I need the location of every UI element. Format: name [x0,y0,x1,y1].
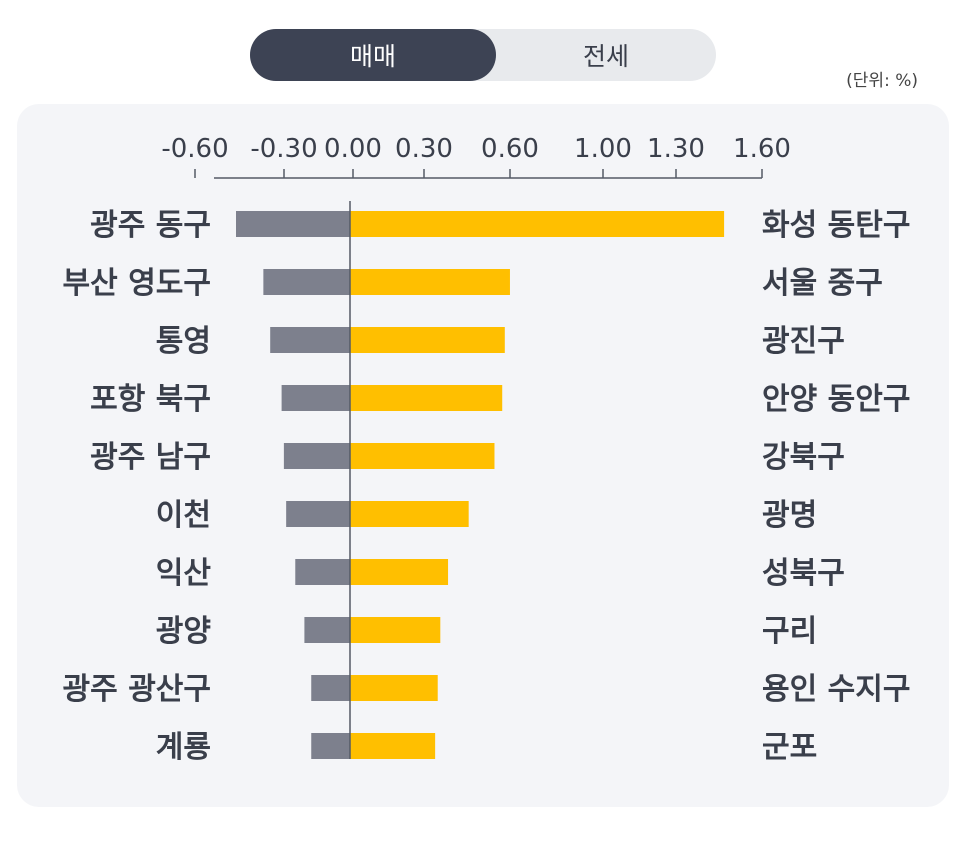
unit-label: (단위: %) [846,71,918,91]
bar-negative [236,211,350,237]
right-category-label: 광명 [762,498,817,533]
right-category-label: 구리 [762,614,817,649]
right-category-label: 안양 동안구 [762,382,910,417]
x-tick-label: 0.00 [324,134,382,164]
bar-positive [350,211,725,237]
left-category-label: 익산 [156,556,212,591]
left-category-label: 광양 [156,614,211,649]
sale-jeonse-toggle: 매매 전세 [250,29,716,81]
left-category-label: 광주 광산구 [63,672,211,707]
bar-positive [350,385,503,411]
bar-positive [350,443,495,469]
x-tick-label: 1.30 [647,134,705,164]
right-category-label: 광진구 [762,324,845,359]
right-category-label: 화성 동탄구 [762,208,910,243]
bar-positive [350,559,449,585]
diverging-bar-chart: -0.60 -0.30 0.00 0.30 0.60 1.00 1.30 1.60 광주 동구 화… [63,134,911,765]
bar-positive [350,733,436,759]
right-category-label: 서울 중구 [762,266,883,301]
right-category-label: 군포 [762,730,817,765]
bar-negative [281,385,350,411]
tab-sale[interactable]: 매매 [250,29,496,81]
x-tick-label: -0.60 [161,134,228,164]
bar-negative [270,327,350,353]
left-category-label: 계룡 [156,730,211,765]
left-category-label: 통영 [156,324,211,359]
x-tick-label: 0.30 [395,134,453,164]
bar-positive [350,501,469,527]
left-category-label: 광주 남구 [90,440,211,475]
bar-positive [350,269,510,295]
left-category-label: 광주 동구 [90,208,211,243]
bar-negative [263,269,350,295]
x-tick-label: 1.60 [733,134,791,164]
chart-panel: -0.60 -0.30 0.00 0.30 0.60 1.00 1.30 1.60 광주 동구 화… [17,104,949,807]
right-category-label: 강북구 [762,440,845,475]
left-category-label: 부산 영도구 [63,266,211,301]
right-category-label: 성북구 [762,556,845,591]
left-category-label: 이천 [156,498,211,533]
bar-negative [283,443,350,469]
x-tick-label: 0.60 [481,134,539,164]
x-tick-label: -0.30 [250,134,317,164]
bar-negative [286,501,350,527]
bar-positive [350,617,441,643]
x-tick-label: 1.00 [574,134,632,164]
left-category-label: 포항 북구 [90,382,211,417]
tab-jeonse[interactable]: 전세 [582,42,629,71]
bar-negative [311,733,350,759]
bar-negative [311,675,350,701]
bar-negative [304,617,350,643]
bar-positive [350,675,438,701]
bar-positive [350,327,505,353]
bar-negative [295,559,350,585]
right-category-label: 용인 수지구 [762,672,910,707]
